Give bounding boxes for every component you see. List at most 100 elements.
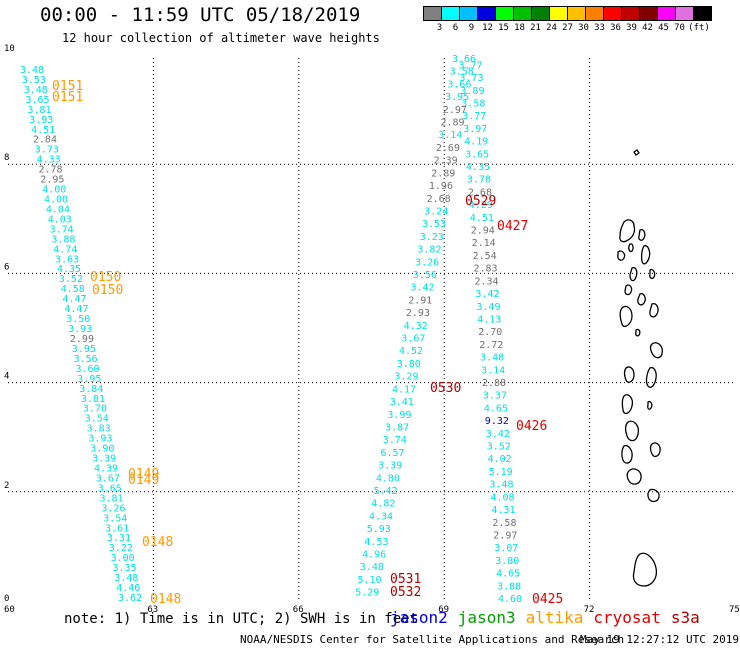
swh-value: 1.96 xyxy=(429,181,453,192)
swh-value: 2.93 xyxy=(406,308,430,319)
swh-value: 3.58 xyxy=(461,99,485,110)
swh-value: 4.02 xyxy=(488,454,512,465)
x-tick-label: 69 xyxy=(438,605,449,615)
satellite-legend-altika: altika xyxy=(525,608,584,627)
swh-value: 3.07 xyxy=(494,543,518,554)
swh-value: 3.42 xyxy=(475,289,499,300)
swh-value: 4.35 xyxy=(57,264,81,275)
swh-value: 2.70 xyxy=(478,327,502,338)
page-title: 00:00 - 11:59 UTC 05/18/2019 xyxy=(40,4,361,26)
x-tick-label: 72 xyxy=(584,605,595,615)
swh-value: 2.91 xyxy=(408,295,432,306)
swh-value: 4.32 xyxy=(404,321,428,332)
swh-value: 6.57 xyxy=(381,448,405,459)
swh-value: 3.26 xyxy=(101,503,125,514)
swh-value: 3.52 xyxy=(487,442,511,453)
swh-value: 2.58 xyxy=(492,518,516,529)
footer-note: note: 1) Time is in UTC; 2) SWH is in fe… xyxy=(64,611,419,627)
x-tick-label: 66 xyxy=(293,605,304,615)
legend-label: 45 xyxy=(658,23,669,33)
swh-value: 4.74 xyxy=(53,244,77,255)
swh-value: 3.66 xyxy=(452,54,476,65)
swh-value: 3.56 xyxy=(413,270,437,281)
altimeter-track-values: 3.483.533.483.653.813.934.512.843.734.33… xyxy=(20,54,522,605)
legend-label: 30 xyxy=(578,23,589,33)
swh-value: 4.04 xyxy=(46,205,70,216)
swh-value: 3.93 xyxy=(68,324,92,335)
legend-swatches xyxy=(423,6,712,21)
pass-time-label: 0150 xyxy=(92,283,123,298)
swh-value: 3.99 xyxy=(387,410,411,421)
swh-value: 2.54 xyxy=(473,251,497,262)
swh-value: 2.34 xyxy=(475,276,499,287)
swh-value: 3.26 xyxy=(415,257,439,268)
legend-label: 15 xyxy=(498,23,509,33)
swh-value: 9.32 xyxy=(485,416,509,427)
swh-value: 4.47 xyxy=(64,304,88,315)
swh-value: 3.53 xyxy=(22,75,46,86)
coastline-maldives xyxy=(617,149,663,587)
swh-value: 3.63 xyxy=(55,254,79,265)
swh-value: 4.46 xyxy=(116,583,140,594)
legend-label: 9 xyxy=(468,23,475,33)
swh-value: 3.48 xyxy=(490,480,514,491)
y-tick-label: 6 xyxy=(4,262,9,272)
swh-value: 4.35 xyxy=(466,162,490,173)
swh-value: 3.58 xyxy=(450,67,474,78)
swh-value: 3.65 xyxy=(26,95,50,106)
pass-time-label: 0532 xyxy=(390,585,421,600)
swh-value: 3.93 xyxy=(88,434,112,445)
swh-value: 4.53 xyxy=(364,537,388,548)
footer-timestamp: May 19 12:27:12 UTC 2019 xyxy=(580,633,739,646)
swh-value: 3.31 xyxy=(107,533,131,544)
swh-value: 4.03 xyxy=(48,214,72,225)
legend-label: 6 xyxy=(452,23,459,33)
legend-label: 42 xyxy=(642,23,653,33)
swh-value: 3.77 xyxy=(459,60,483,71)
legend-label: 70 xyxy=(674,23,685,33)
swh-value: 3.80 xyxy=(495,556,519,567)
swh-value: 2.97 xyxy=(493,531,517,542)
swh-value: 3.81 xyxy=(27,105,51,116)
swh-value: 3.50 xyxy=(66,314,90,325)
swh-value: 3.56 xyxy=(74,354,98,365)
swh-value: 3.61 xyxy=(105,523,129,534)
swh-value: 3.67 xyxy=(96,474,120,485)
swh-value: 3.83 xyxy=(87,424,111,435)
swh-value: 3.42 xyxy=(486,429,510,440)
swh-value: 3.29 xyxy=(394,372,418,383)
swh-value: 2.14 xyxy=(472,238,496,249)
swh-value: 2.97 xyxy=(443,105,467,116)
pass-time-label: 0427 xyxy=(497,219,528,234)
y-tick-label: 2 xyxy=(4,481,9,491)
swh-value: 3.54 xyxy=(85,414,109,425)
swh-value: 4.19 xyxy=(464,137,488,148)
legend-label: 24 xyxy=(546,23,557,33)
footer-credit: NOAA/NESDIS Center for Satellite Applica… xyxy=(240,633,625,646)
swh-value: 2.72 xyxy=(479,340,503,351)
swh-value: 3.95 xyxy=(72,344,96,355)
swh-value: 2.95 xyxy=(40,175,64,186)
swh-value: 3.54 xyxy=(103,513,127,524)
legend-label: 18 xyxy=(514,23,525,33)
legend-label: 3 xyxy=(436,23,443,33)
swh-value: 2.68 xyxy=(468,187,492,198)
swh-value: 3.41 xyxy=(390,397,414,408)
satellite-legend-s3a: s3a xyxy=(670,608,700,627)
swh-value: 3.39 xyxy=(92,454,116,465)
swh-value: 5.29 xyxy=(355,588,379,599)
swh-value: 3.97 xyxy=(463,124,487,135)
swh-value: 3.65 xyxy=(98,483,122,494)
swh-value: 3.73 xyxy=(459,73,483,84)
legend-label: 33 xyxy=(594,23,605,33)
y-tick-label: 10 xyxy=(4,44,15,54)
swh-value: 4.58 xyxy=(61,284,85,295)
swh-value: 3.88 xyxy=(51,234,75,245)
swh-value: 4.65 xyxy=(484,403,508,414)
swh-value: 4.00 xyxy=(44,195,68,206)
swh-value: 2.39 xyxy=(434,156,458,167)
swh-value: 3.48 xyxy=(114,573,138,584)
swh-value: 3.53 xyxy=(422,219,446,230)
swh-value: 3.62 xyxy=(118,593,142,604)
